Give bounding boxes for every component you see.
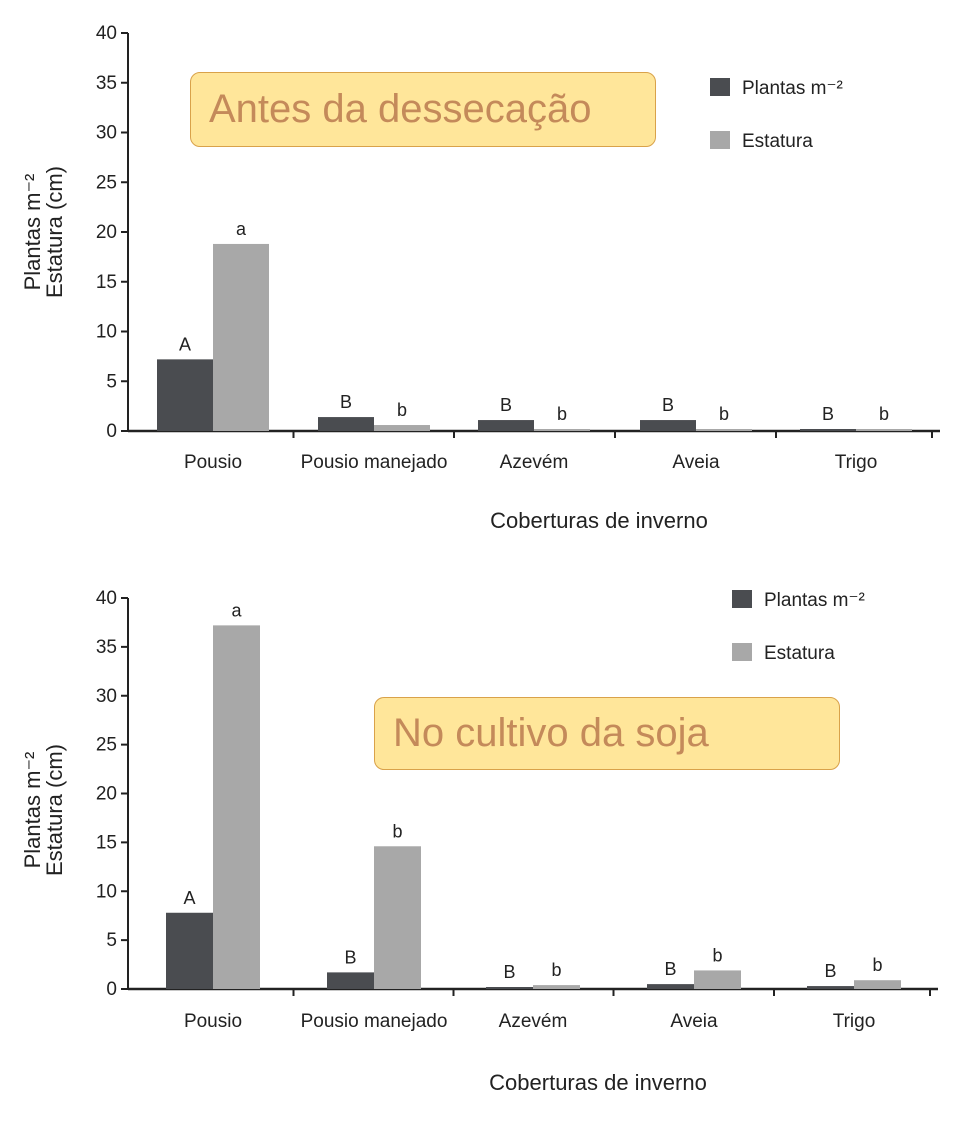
significance-letter: B	[344, 947, 356, 967]
bar-estatura-1	[374, 846, 421, 989]
y-tick-label: 30	[96, 686, 117, 707]
category-label: Aveia	[670, 1011, 718, 1032]
legend-swatch-estatura	[710, 131, 730, 149]
significance-letter: b	[557, 404, 567, 424]
y-tick-label: 40	[96, 588, 117, 609]
bar-estatura-3	[694, 970, 741, 989]
category-label: Pousio	[184, 452, 242, 473]
category-label: Pousio manejado	[301, 1011, 448, 1032]
significance-letter: b	[551, 960, 561, 980]
bar-estatura-4	[854, 980, 901, 989]
y-tick-label: 5	[106, 371, 117, 392]
bar-estatura-0	[213, 625, 260, 989]
legend-swatch-plantas	[732, 590, 752, 608]
bar-plantas-1	[318, 417, 374, 431]
bar-estatura-1	[374, 425, 430, 431]
bar-chart-soybean-cultivation: 0 5 10 15 20 25 30 35 40 Aa Pousio Bb Pousio manejad…	[20, 588, 938, 1095]
y-tick-label: 5	[106, 930, 117, 951]
significance-letter: B	[662, 395, 674, 415]
category-label: Trigo	[833, 1011, 876, 1032]
bar-estatura-2	[533, 985, 580, 989]
y-tick-label: 15	[96, 272, 117, 293]
category-label: Azevém	[500, 452, 569, 473]
bar-plantas-3	[640, 420, 696, 431]
category-label: Trigo	[835, 452, 878, 473]
y-tick-label: 40	[96, 23, 117, 44]
legend-label-plantas: Plantas m⁻²	[742, 78, 843, 99]
legend-label-estatura: Estatura	[764, 643, 835, 664]
bar-estatura-3	[696, 429, 752, 431]
legend-swatch-plantas	[710, 78, 730, 96]
bar-plantas-4	[807, 986, 854, 989]
category-label: Pousio	[184, 1011, 242, 1032]
bar-plantas-2	[478, 420, 534, 431]
significance-letter: b	[397, 400, 407, 420]
y-axis-title-line: Plantas m⁻²	[20, 174, 45, 291]
significance-letter: a	[231, 600, 242, 620]
significance-letter: B	[822, 404, 834, 424]
significance-letter: B	[340, 392, 352, 412]
y-tick-label: 0	[106, 979, 117, 1000]
callout-before-desiccation: Antes da dessecação	[190, 72, 656, 147]
bar-plantas-1	[327, 972, 374, 989]
significance-letter: b	[879, 404, 889, 424]
legend-label-plantas: Plantas m⁻²	[764, 590, 865, 611]
significance-letter: B	[503, 962, 515, 982]
y-axis-title-line: Plantas m⁻²	[20, 752, 45, 869]
y-tick-label: 30	[96, 123, 117, 144]
significance-letter: A	[183, 888, 195, 908]
bar-estatura-0	[213, 243, 269, 431]
bar-plantas-2	[486, 987, 533, 989]
y-axis-title-line: Estatura (cm)	[42, 166, 67, 298]
significance-letter: b	[392, 821, 402, 841]
significance-letter: b	[872, 955, 882, 975]
bar-plantas-4	[800, 429, 856, 431]
y-tick-label: 25	[96, 172, 117, 193]
bar-chart-before-desiccation: 0 5 10 15 20 25 30 35 40 Aa Pousio B b Pousio manejad…	[20, 23, 940, 533]
category-label: Aveia	[672, 452, 720, 473]
y-tick-label: 20	[96, 222, 117, 243]
callout-soybean-cultivation: No cultivo da soja	[374, 697, 840, 770]
significance-letter: B	[824, 961, 836, 981]
x-axis-title: Coberturas de inverno	[490, 508, 708, 533]
x-axis-title: Coberturas de inverno	[489, 1070, 707, 1095]
bar-plantas-0	[157, 359, 213, 431]
bar-plantas-0	[166, 912, 213, 989]
y-tick-label: 10	[96, 881, 117, 902]
significance-letter: b	[719, 404, 729, 424]
legend-label-estatura: Estatura	[742, 131, 813, 152]
significance-letter: B	[500, 395, 512, 415]
bar-estatura-4	[856, 429, 912, 431]
significance-letter: A	[179, 334, 191, 354]
y-tick-label: 15	[96, 832, 117, 853]
significance-letter: B	[664, 959, 676, 979]
y-axis-title-line: Estatura (cm)	[42, 744, 67, 876]
y-tick-label: 0	[106, 421, 117, 442]
legend-swatch-estatura	[732, 643, 752, 661]
category-label: Pousio manejado	[301, 452, 448, 473]
y-tick-label: 25	[96, 735, 117, 756]
y-tick-label: 20	[96, 784, 117, 805]
y-tick-label: 10	[96, 322, 117, 343]
category-label: Azevém	[499, 1011, 568, 1032]
significance-letter: b	[712, 945, 722, 965]
significance-letter: a	[236, 219, 247, 239]
y-tick-label: 35	[96, 637, 117, 658]
bar-estatura-2	[534, 429, 590, 431]
y-tick-label: 35	[96, 73, 117, 94]
bar-plantas-3	[647, 984, 694, 989]
